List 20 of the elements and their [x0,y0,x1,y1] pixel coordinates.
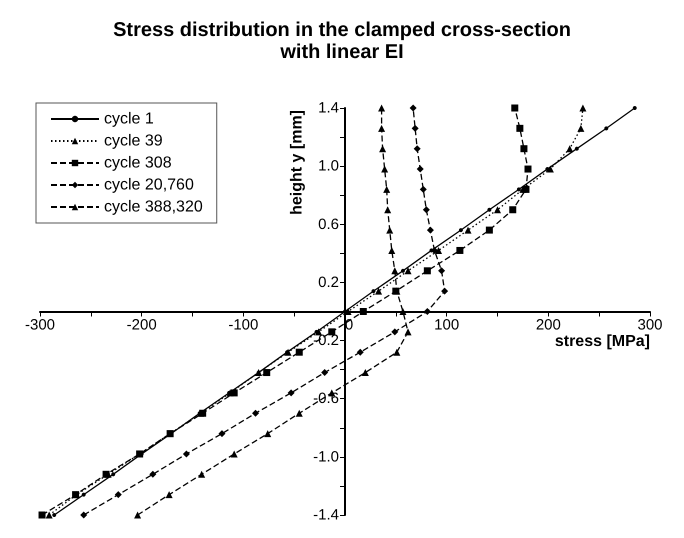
x-tick-label: -200 [126,316,157,334]
x-tick-label: 100 [434,316,460,334]
legend-label: cycle 39 [104,132,163,150]
y-tick-label: 1.4 [318,100,339,116]
x-tick-label: 200 [536,316,561,334]
legend-label: cycle 1 [104,110,154,128]
y-tick-label: -1.0 [313,448,339,466]
y-tick-label: 0.2 [318,274,339,291]
y-tick-label: 1.0 [318,158,339,175]
legend-label: cycle 308 [104,154,172,172]
y-tick-label: -1.4 [313,506,339,524]
y-axis-title: height y [mm] [288,110,306,215]
x-tick-label: -100 [228,316,258,334]
y-tick-label: 0.6 [318,216,339,233]
legend-label: cycle 388,320 [104,198,203,216]
x-tick-label: 300 [637,316,663,334]
x-axis-title: stress [MPa] [554,333,650,350]
legend-label: cycle 20,760 [104,176,194,194]
chart-title: Stress distribution in the clamped cross-section with linear EI [113,19,571,63]
x-tick-label: -300 [24,316,56,334]
